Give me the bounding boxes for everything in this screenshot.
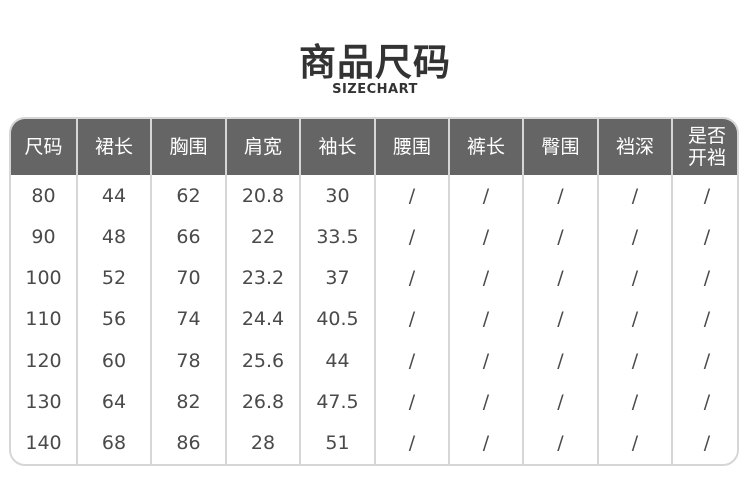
column-header: 裆深	[597, 119, 672, 175]
table-cell: /	[671, 381, 737, 423]
table-cell: 48	[76, 216, 151, 258]
table-cell: 82	[150, 381, 226, 423]
table-cell: /	[448, 257, 523, 299]
table-cell: 20.8	[225, 175, 300, 217]
table-cell: /	[374, 257, 449, 299]
column-header: 胸围	[150, 119, 226, 175]
column-header: 袖长	[299, 119, 375, 175]
table-cell: 78	[150, 340, 226, 382]
table-cell: /	[671, 216, 737, 258]
table-cell: 66	[150, 216, 226, 258]
table-cell: /	[522, 175, 598, 217]
table-cell: 33.5	[299, 216, 375, 258]
table-cell: /	[448, 422, 523, 464]
table-cell: 60	[76, 340, 151, 382]
table-cell: /	[448, 175, 523, 217]
table-cell: /	[671, 175, 737, 217]
table-cell: 130	[25, 391, 62, 414]
table-cell: 68	[76, 422, 151, 464]
table-cell: 120	[25, 349, 62, 372]
table-cell: /	[671, 298, 737, 341]
table-cell: 26.8	[225, 381, 300, 423]
header-row: 尺码 裙长 胸围 肩宽 袖长 腰围 裤长 臀围 裆深 是否 开裆	[11, 119, 737, 175]
table-row: 80 44 62 20.8 30// / / /	[11, 175, 737, 217]
table-cell: 70	[150, 257, 226, 299]
table-cell: 74	[150, 298, 226, 341]
size-chart-table: 尺码 裙长 胸围 肩宽 袖长 腰围 裤长 臀围 裆深 是否 开裆 80 44 62 20.8 30// / /…	[9, 117, 739, 466]
table-cell: 52	[76, 257, 151, 299]
table-cell: /	[448, 298, 523, 341]
table-row: 100 52 70 23.2 37// / / /	[11, 257, 737, 299]
table-cell: 110	[25, 308, 62, 331]
table-cell: /	[522, 340, 598, 382]
table-row: 140 68 86 28 51// / / /	[11, 422, 737, 464]
table-cell: /	[597, 381, 672, 423]
table-cell: /	[374, 216, 449, 258]
table-cell: /	[448, 381, 523, 423]
table-cell: /	[597, 175, 672, 217]
column-header: 裙长	[76, 119, 151, 175]
page-title: 商品尺码	[299, 41, 451, 84]
table-cell: 22	[225, 216, 300, 258]
page-subtitle: SIZECHART	[332, 82, 418, 97]
table-cell: 25.6	[225, 340, 300, 382]
table-cell: /	[522, 298, 598, 341]
table-cell: /	[522, 422, 598, 464]
table-cell: /	[522, 257, 598, 299]
table-cell: /	[671, 422, 737, 464]
table-cell: 86	[150, 422, 226, 464]
table-cell: 80	[31, 184, 56, 207]
column-header: 肩宽	[225, 119, 300, 175]
table-cell: /	[597, 422, 672, 464]
table-cell: /	[374, 340, 449, 382]
table-cell: /	[522, 381, 598, 423]
table-cell: /	[671, 340, 737, 382]
table-cell: /	[671, 257, 737, 299]
table-cell: 62	[150, 175, 226, 217]
table-cell: /	[597, 216, 672, 258]
table-cell: /	[597, 298, 672, 341]
table-cell: 56	[76, 298, 151, 341]
table-cell: /	[597, 257, 672, 299]
table-row: 110 56 74 24.4 40.5// / / /	[11, 298, 737, 341]
table-cell: 100	[25, 267, 62, 290]
table-cell: 64	[76, 381, 151, 423]
table-cell: 23.2	[225, 257, 300, 299]
table-cell: 51	[299, 422, 375, 464]
table-cell: 90	[31, 225, 56, 248]
table-cell: 30	[299, 175, 375, 217]
table-row: 120 60 78 25.6 44// / / /	[11, 340, 737, 382]
column-header: 尺码	[11, 119, 77, 175]
column-header: 裤长	[448, 119, 523, 175]
table-cell: /	[374, 422, 449, 464]
table-cell: 37	[299, 257, 375, 299]
table-cell: /	[374, 381, 449, 423]
table-cell: /	[448, 216, 523, 258]
table-cell: /	[374, 298, 449, 341]
table-cell: /	[522, 216, 598, 258]
table-cell: /	[374, 175, 449, 217]
table-cell: 40.5	[299, 298, 375, 341]
column-header: 是否 开裆	[671, 119, 737, 175]
table-cell: 28	[225, 422, 300, 464]
table-cell: 47.5	[299, 381, 375, 423]
table-cell: 24.4	[225, 298, 300, 341]
table-row: 130 64 82 26.8 47.5// / / /	[11, 381, 737, 423]
table-cell: 44	[299, 340, 375, 382]
table-row: 90 48 66 22 33.5// / / /	[11, 216, 737, 258]
table-cell: 140	[25, 432, 62, 455]
column-header: 腰围	[374, 119, 449, 175]
column-header: 臀围	[522, 119, 598, 175]
table-cell: /	[597, 340, 672, 382]
table-cell: /	[448, 340, 523, 382]
table-cell: 44	[76, 175, 151, 217]
